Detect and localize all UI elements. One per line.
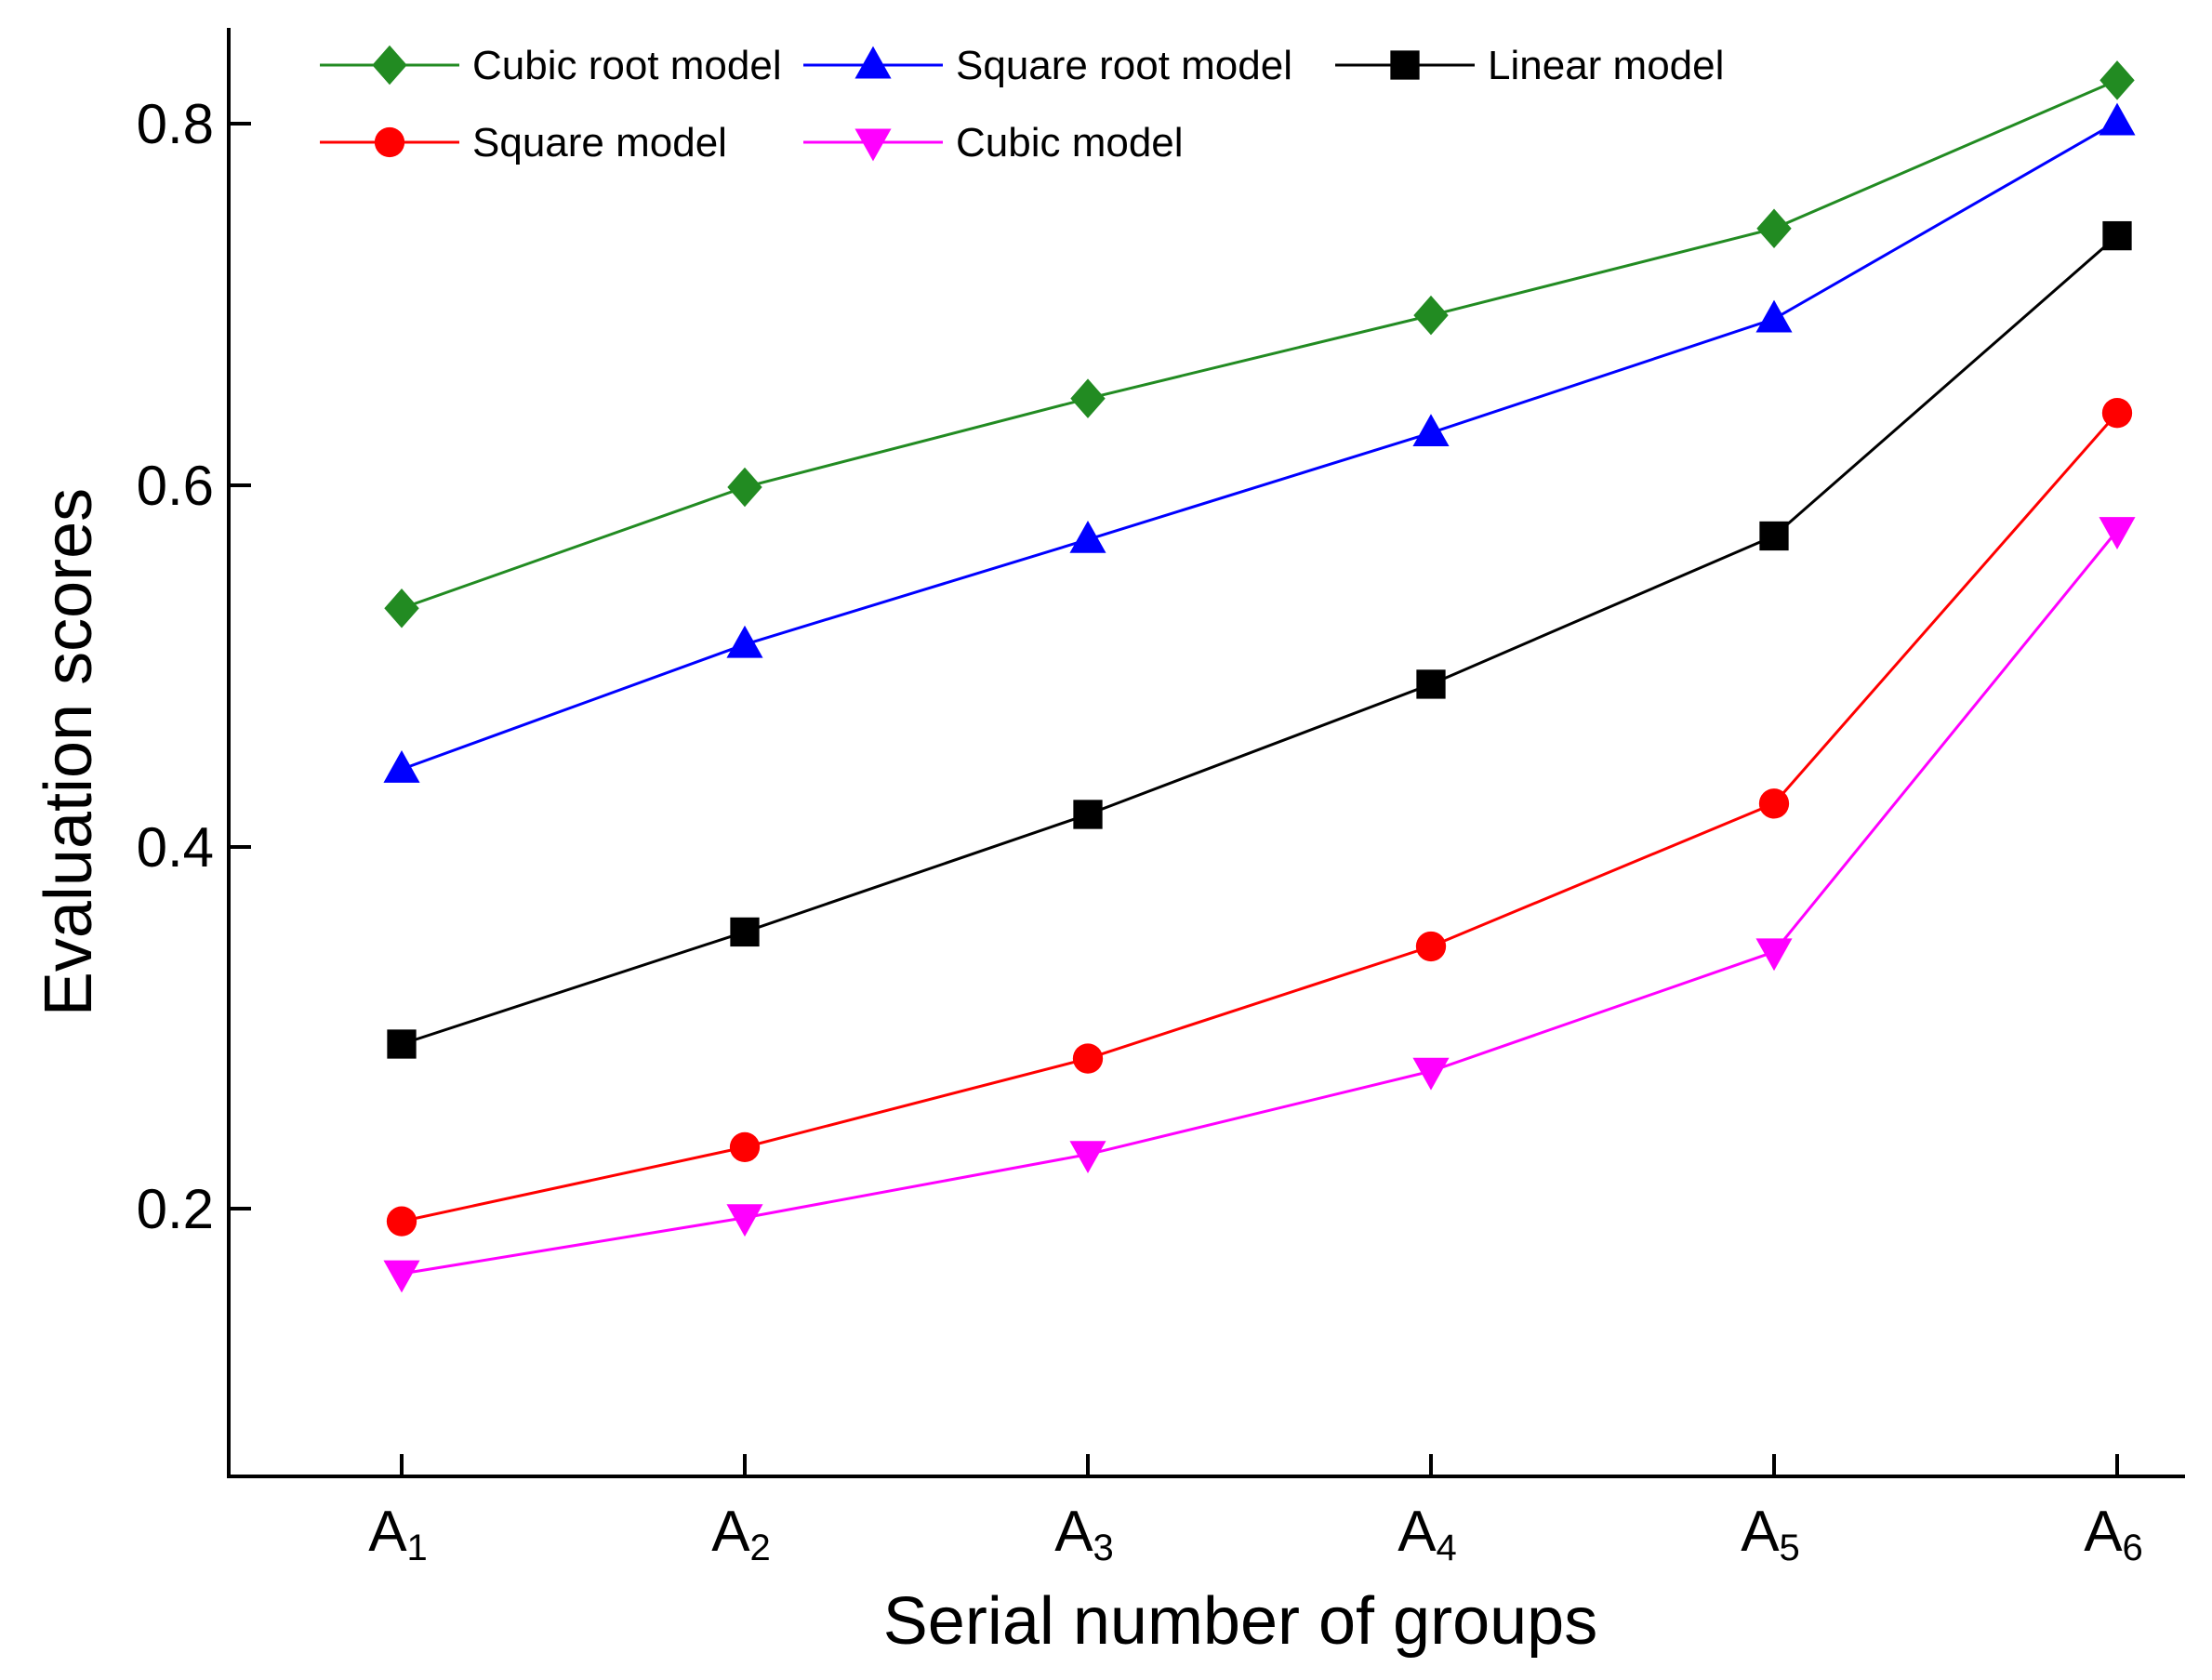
series-line	[401, 78, 2118, 610]
legend-item: Linear model	[1335, 43, 1724, 88]
series-2	[387, 220, 2132, 1059]
legend-label: Square model	[472, 120, 727, 165]
y-tick-label: 0.2	[137, 1178, 214, 1240]
legend-item: Cubic root model	[320, 43, 782, 88]
legend-label: Square root model	[956, 43, 1292, 88]
series-line	[401, 412, 2119, 1224]
data-point	[1413, 295, 1449, 336]
y-axis: 0.2 0.4 0.6 0.8	[137, 28, 251, 1476]
plot-area	[383, 60, 2136, 1293]
legend-item: Square model	[320, 120, 727, 165]
data-point	[1756, 208, 1792, 249]
legend-marker	[854, 128, 892, 162]
y-tick-label: 0.6	[137, 455, 214, 517]
x-tick-label: A1	[368, 1500, 428, 1568]
legend-marker	[1390, 50, 1420, 80]
data-point	[1072, 1043, 1104, 1074]
data-point	[726, 1204, 763, 1237]
data-point	[1412, 414, 1450, 447]
data-point	[727, 467, 762, 508]
legend: Cubic root model Square root model Linear …	[320, 43, 1724, 165]
data-point	[383, 749, 420, 783]
x-tick-label: A3	[1054, 1500, 1114, 1568]
series-3	[386, 398, 2133, 1237]
data-point	[1755, 938, 1793, 972]
data-point	[1069, 1141, 1106, 1174]
x-tick-label: A2	[711, 1500, 771, 1568]
data-point	[729, 1131, 761, 1163]
series-1	[383, 102, 2136, 783]
data-point	[2099, 517, 2136, 550]
y-axis-title: Evaluation scores	[32, 488, 106, 1016]
data-point	[1415, 931, 1447, 962]
data-point	[1073, 800, 1103, 829]
data-point	[2101, 398, 2133, 429]
data-point	[2099, 102, 2136, 136]
legend-item: Square root model	[803, 43, 1292, 88]
data-point	[730, 917, 760, 947]
data-point	[2099, 60, 2135, 100]
data-point	[387, 1029, 417, 1059]
data-point	[1069, 520, 1106, 553]
data-point	[1416, 669, 1446, 699]
data-point	[1412, 1057, 1450, 1091]
legend-marker	[372, 45, 407, 86]
legend-label: Linear model	[1488, 43, 1724, 88]
legend-label: Cubic root model	[472, 43, 782, 88]
series-line	[401, 529, 2119, 1276]
data-point	[726, 625, 763, 658]
y-tick-label: 0.8	[137, 93, 214, 155]
series-0	[384, 60, 2135, 628]
data-point	[383, 1260, 420, 1293]
x-tick-label: A4	[1397, 1500, 1457, 1568]
series-4	[383, 517, 2136, 1293]
legend-marker	[854, 46, 892, 79]
x-axis: A1 A2 A3 A4 A5 A6	[227, 1454, 2185, 1568]
data-point	[1758, 788, 1790, 819]
legend-item: Cubic model	[803, 120, 1184, 165]
data-point	[386, 1206, 417, 1237]
legend-label: Cubic model	[956, 120, 1184, 165]
x-tick-label: A6	[2084, 1500, 2143, 1568]
series-line	[401, 120, 2118, 771]
data-point	[384, 589, 419, 628]
legend-marker	[374, 126, 405, 158]
series-line	[401, 234, 2118, 1046]
data-point	[1070, 378, 1106, 418]
y-tick-label: 0.4	[137, 816, 214, 879]
x-axis-title: Serial number of groups	[883, 1584, 1597, 1659]
data-point	[2102, 220, 2132, 251]
data-point	[1755, 299, 1793, 333]
data-point	[1759, 521, 1789, 551]
x-tick-label: A5	[1741, 1500, 1800, 1568]
